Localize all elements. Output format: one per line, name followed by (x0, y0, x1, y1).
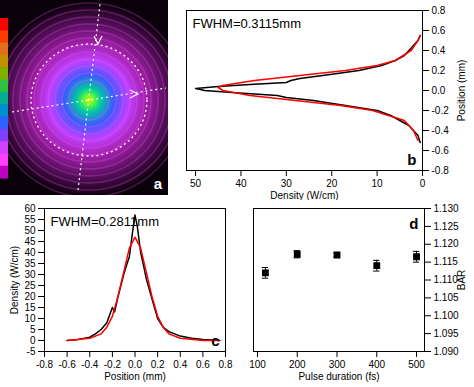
svg-text:50: 50 (190, 178, 202, 189)
svg-text:a: a (154, 175, 163, 192)
svg-text:20: 20 (326, 178, 338, 189)
svg-text:-0.8: -0.8 (36, 359, 54, 370)
svg-text:300: 300 (329, 359, 346, 370)
svg-text:25: 25 (24, 280, 36, 291)
svg-text:55: 55 (24, 214, 36, 225)
svg-text:35: 35 (24, 258, 36, 269)
svg-text:1.125: 1.125 (434, 221, 459, 232)
svg-text:Position (mm): Position (mm) (104, 371, 166, 382)
svg-text:50: 50 (24, 225, 36, 236)
svg-text:1.095: 1.095 (434, 328, 459, 339)
svg-text:200: 200 (289, 359, 306, 370)
svg-text:500: 500 (408, 359, 425, 370)
svg-text:BAR: BAR (456, 270, 467, 291)
svg-text:30: 30 (281, 178, 293, 189)
svg-text:-5: -5 (27, 346, 36, 357)
svg-text:1.110: 1.110 (434, 274, 459, 285)
svg-text:0.4: 0.4 (432, 45, 446, 56)
svg-text:-0.4: -0.4 (81, 359, 99, 370)
svg-text:40: 40 (235, 178, 247, 189)
svg-text:Density (W/cm): Density (W/cm) (9, 246, 20, 314)
svg-text:-0.2: -0.2 (104, 359, 122, 370)
svg-text:1.130: 1.130 (434, 203, 459, 214)
svg-text:20: 20 (24, 291, 36, 302)
svg-text:1.090: 1.090 (434, 346, 459, 357)
svg-text:10: 10 (24, 313, 36, 324)
svg-text:0.4: 0.4 (173, 359, 187, 370)
svg-text:30: 30 (24, 269, 36, 280)
svg-text:1.115: 1.115 (434, 256, 459, 267)
svg-text:400: 400 (368, 359, 385, 370)
svg-text:10: 10 (372, 178, 384, 189)
svg-text:c: c (211, 332, 219, 349)
svg-text:-0.6: -0.6 (59, 359, 77, 370)
svg-text:Position (mm): Position (mm) (456, 60, 467, 122)
svg-text:0.2: 0.2 (432, 65, 446, 76)
svg-text:FWHM=0.2811mm: FWHM=0.2811mm (51, 214, 159, 229)
svg-text:0.0: 0.0 (432, 85, 446, 96)
svg-text:15: 15 (24, 302, 36, 313)
svg-text:1.100: 1.100 (434, 310, 459, 321)
svg-text:0: 0 (420, 178, 426, 189)
svg-text:Density (W/cm): Density (W/cm) (270, 190, 338, 201)
svg-text:60: 60 (24, 203, 36, 214)
svg-text:0.6: 0.6 (432, 25, 446, 36)
svg-text:-0.4: -0.4 (432, 125, 450, 136)
svg-text:0.8: 0.8 (432, 5, 446, 16)
svg-text:0: 0 (30, 335, 36, 346)
svg-text:-0.6: -0.6 (432, 145, 450, 156)
svg-text:1.120: 1.120 (434, 238, 459, 249)
svg-text:b: b (407, 151, 416, 168)
svg-text:5: 5 (30, 324, 36, 335)
svg-text:FWHM=0.3115mm: FWHM=0.3115mm (193, 16, 301, 31)
svg-text:45: 45 (24, 236, 36, 247)
svg-text:0.6: 0.6 (196, 359, 210, 370)
svg-text:0.0: 0.0 (128, 359, 142, 370)
svg-text:40: 40 (24, 247, 36, 258)
svg-text:1.105: 1.105 (434, 292, 459, 303)
svg-text:-0.8: -0.8 (432, 165, 450, 176)
svg-text:100: 100 (249, 359, 266, 370)
svg-text:Pulse duration (fs): Pulse duration (fs) (298, 371, 379, 382)
svg-text:d: d (409, 215, 418, 232)
svg-text:0.8: 0.8 (219, 359, 233, 370)
svg-text:0.2: 0.2 (151, 359, 165, 370)
svg-text:-0.2: -0.2 (432, 105, 450, 116)
